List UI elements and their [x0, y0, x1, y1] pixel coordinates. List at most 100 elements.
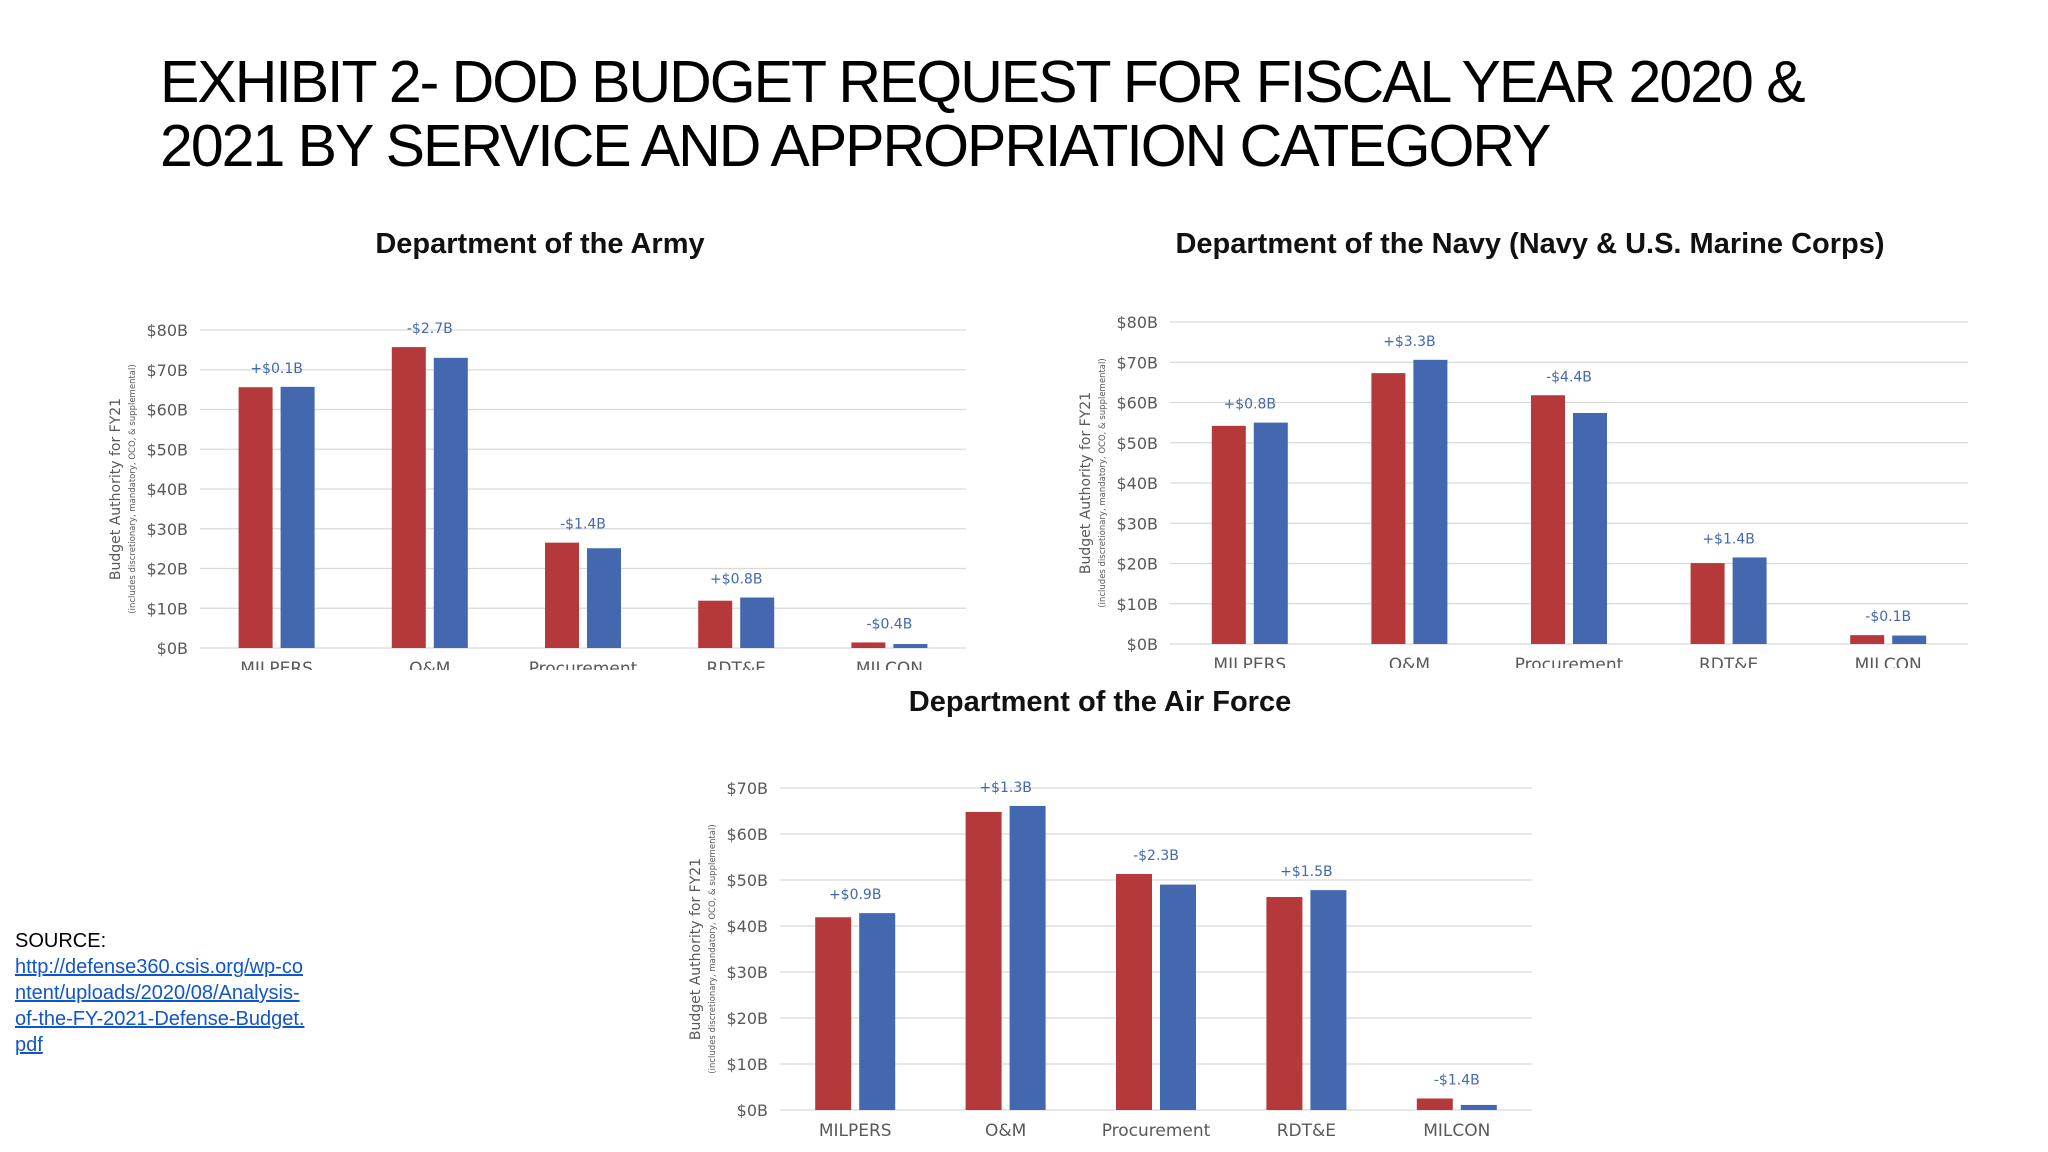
change-label: +$1.3B [979, 780, 1032, 796]
bar-pb21 [740, 597, 775, 648]
change-label: -$1.4B [560, 517, 606, 533]
y-tick-label: $60B [146, 401, 188, 420]
x-category-label: Procurement [1102, 1121, 1211, 1141]
x-category-label: MILPERS [240, 659, 313, 670]
bar-pb21 [1413, 359, 1448, 644]
y-axis-label: Budget Authority for FY21 [688, 858, 704, 1040]
x-category-label: MILPERS [819, 1121, 892, 1141]
change-label: +$1.4B [1702, 531, 1755, 547]
bar-pb20 [1850, 635, 1885, 644]
bar-pb21 [1892, 635, 1927, 644]
x-category-label: RDT&E [707, 659, 766, 670]
bar-pb20 [1690, 563, 1725, 644]
y-tick-label: $80B [1116, 313, 1158, 332]
change-label: +$1.5B [1280, 864, 1333, 880]
source-link[interactable]: http://defense360.csis.org/wp-content/up… [15, 956, 305, 1056]
bar-pb20 [545, 542, 579, 648]
x-category-label: MILCON [1423, 1121, 1490, 1141]
y-tick-label: $70B [1116, 353, 1158, 372]
y-tick-label: $10B [726, 1055, 768, 1074]
bar-pb21 [1160, 884, 1196, 1110]
bar-pb20 [698, 600, 733, 648]
change-label: +$0.8B [1224, 397, 1277, 413]
bar-pb21 [280, 386, 315, 648]
bar-pb20 [851, 642, 886, 648]
bar-pb20 [238, 387, 273, 648]
bar-pb21 [893, 644, 928, 648]
y-tick-label: $70B [146, 361, 188, 380]
x-category-label: O&M [1389, 655, 1430, 668]
bar-pb21 [859, 913, 896, 1110]
y-axis-sublabel: (includes discretionary, mandatory, OCO,… [1098, 358, 1108, 607]
bar-pb20 [965, 811, 1002, 1110]
bar-pb21 [1009, 805, 1046, 1110]
x-category-label: RDT&E [1277, 1121, 1336, 1141]
bar-pb21 [1573, 412, 1607, 644]
air-force-chart: Department of the Air Force $0B $10B $20B $… [660, 686, 1540, 1146]
bar-pb20 [1371, 373, 1406, 644]
air-force-chart-plot: $0B $10B $20B $30B $40B $50B $60B $70B Budget Au… [688, 779, 1532, 1141]
bar-pb21 [1310, 890, 1347, 1110]
bar-pb20 [815, 917, 852, 1110]
y-tick-label: $50B [726, 871, 768, 890]
x-category-label: Procurement [529, 659, 638, 670]
y-axis-sublabel: (includes discretionary, mandatory, OCO,… [128, 364, 138, 613]
change-label: -$0.1B [1865, 609, 1911, 625]
x-category-label: MILCON [1855, 655, 1922, 668]
y-tick-label: $0B [737, 1101, 768, 1120]
y-tick-label: $40B [726, 917, 768, 936]
y-tick-label: $50B [1116, 434, 1158, 453]
y-tick-label: $70B [726, 779, 768, 798]
change-label: +$0.9B [829, 887, 882, 903]
y-tick-label: $10B [146, 599, 188, 618]
navy-chart-plot: $0B $10B $20B $30B $40B $50B $60B $70B $80B Budge… [1078, 313, 1968, 668]
x-category-label: MILCON [856, 659, 923, 670]
x-category-label: MILPERS [1213, 655, 1286, 668]
change-label: -$1.4B [1434, 1073, 1480, 1089]
y-tick-label: $30B [726, 963, 768, 982]
x-category-label: RDT&E [1699, 655, 1758, 668]
source-label: SOURCE: [15, 930, 107, 952]
bar-pb20 [1266, 897, 1303, 1110]
y-axis-sublabel: (includes discretionary, mandatory, OCO,… [708, 824, 718, 1073]
y-tick-label: $20B [1116, 555, 1158, 574]
y-axis-label: Budget Authority for FY21 [1078, 392, 1094, 574]
army-chart: Department of the Army $0B $10B $20B $30B $4… [100, 228, 980, 670]
change-label: -$2.3B [1133, 848, 1179, 864]
bar-pb21 [1253, 422, 1288, 644]
navy-chart: Department of the Navy (Navy & U.S. Mari… [1070, 228, 1990, 668]
x-category-label: O&M [985, 1121, 1026, 1141]
army-chart-plot: $0B $10B $20B $30B $40B $50B $60B $70B $80B Budge… [108, 321, 966, 670]
y-tick-label: $40B [1116, 474, 1158, 493]
chart-title: Department of the Army [375, 228, 705, 260]
change-label: -$0.4B [866, 616, 912, 632]
bar-pb20 [1416, 1098, 1453, 1110]
change-label: -$4.4B [1546, 369, 1592, 385]
x-category-label: Procurement [1515, 655, 1624, 668]
x-category-label: O&M [409, 659, 450, 670]
y-tick-label: $0B [157, 639, 188, 658]
bar-pb20 [1531, 395, 1565, 644]
y-tick-label: $40B [146, 480, 188, 499]
y-tick-label: $60B [1116, 394, 1158, 413]
y-tick-label: $30B [1116, 514, 1158, 533]
bar-pb21 [433, 357, 468, 648]
bar-pb21 [1732, 557, 1767, 644]
source-block: SOURCE: http://defense360.csis.org/wp-co… [15, 928, 305, 1058]
change-label: +$0.1B [250, 361, 303, 377]
y-tick-label: $50B [146, 440, 188, 459]
y-tick-label: $80B [146, 321, 188, 340]
bar-pb21 [587, 548, 621, 648]
y-tick-label: $20B [146, 560, 188, 579]
chart-title: Department of the Air Force [908, 686, 1292, 718]
y-tick-label: $10B [1116, 595, 1158, 614]
y-tick-label: $30B [146, 520, 188, 539]
y-tick-label: $60B [726, 825, 768, 844]
bar-pb20 [391, 347, 426, 648]
y-tick-label: $0B [1127, 635, 1158, 654]
chart-title: Department of the Navy (Navy & U.S. Mari… [1175, 228, 1885, 260]
bar-pb20 [1116, 874, 1152, 1110]
bar-pb20 [1211, 425, 1246, 644]
y-axis-label: Budget Authority for FY21 [108, 398, 124, 580]
change-label: +$3.3B [1383, 334, 1436, 350]
